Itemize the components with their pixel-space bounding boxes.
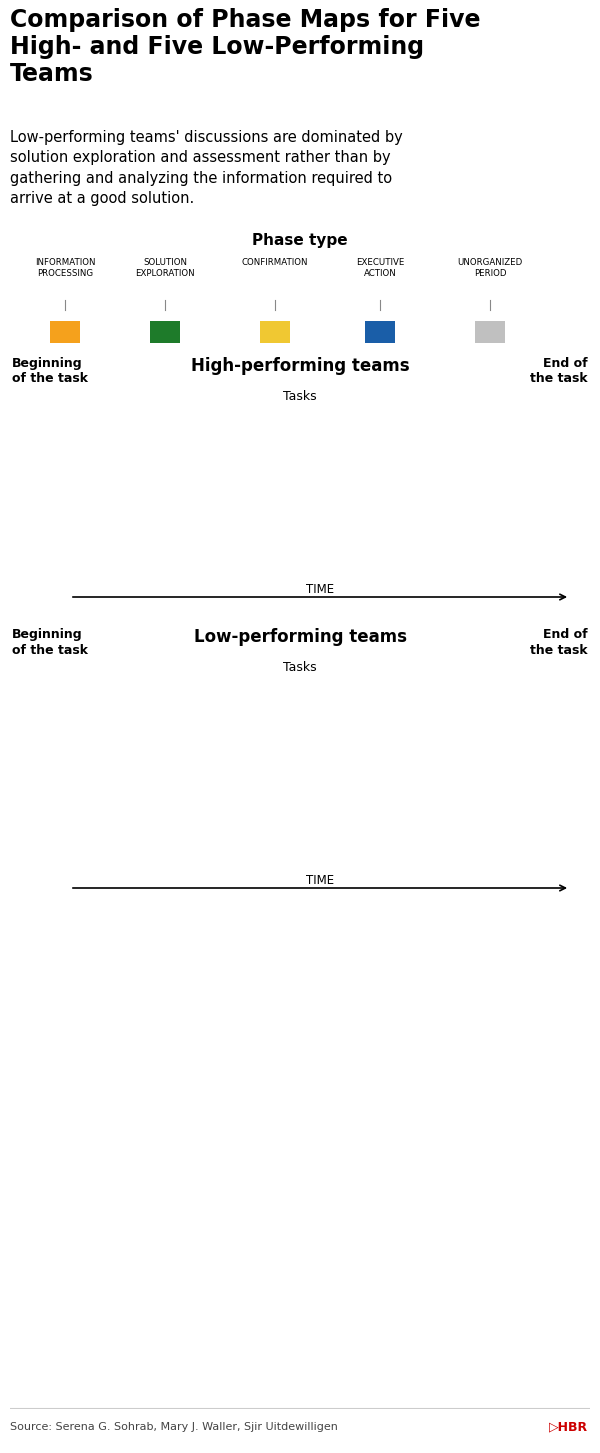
Text: INFORMATION
PROCESSING: INFORMATION PROCESSING (35, 259, 95, 278)
Text: Low-performing teams: Low-performing teams (193, 628, 407, 647)
Text: Tasks: Tasks (283, 389, 317, 402)
Text: End of
the task: End of the task (530, 628, 588, 657)
Text: TIME: TIME (306, 875, 334, 886)
Text: Phase type: Phase type (252, 232, 348, 248)
Text: SOLUTION
EXPLORATION: SOLUTION EXPLORATION (135, 259, 195, 278)
Text: Low-performing teams' discussions are dominated by
solution exploration and asse: Low-performing teams' discussions are do… (10, 129, 403, 206)
Text: High-performing teams: High-performing teams (191, 357, 409, 375)
Text: End of
the task: End of the task (530, 357, 588, 385)
Text: Beginning
of the task: Beginning of the task (12, 628, 88, 657)
Bar (260, 321, 290, 343)
Text: CONFIRMATION: CONFIRMATION (242, 259, 308, 267)
Text: ▷HBR: ▷HBR (549, 1421, 588, 1434)
Text: EXECUTIVE
ACTION: EXECUTIVE ACTION (356, 259, 404, 278)
Text: Beginning
of the task: Beginning of the task (12, 357, 88, 385)
Bar (150, 321, 180, 343)
Text: Tasks: Tasks (283, 661, 317, 674)
Bar (50, 321, 80, 343)
Text: Source: Serena G. Sohrab, Mary J. Waller, Sjir Uitdewilligen: Source: Serena G. Sohrab, Mary J. Waller… (10, 1422, 338, 1433)
Text: UNORGANIZED
PERIOD: UNORGANIZED PERIOD (457, 259, 523, 278)
Bar (475, 321, 505, 343)
Text: Comparison of Phase Maps for Five
High- and Five Low-Performing
Teams: Comparison of Phase Maps for Five High- … (10, 9, 481, 86)
Bar (365, 321, 395, 343)
Text: TIME: TIME (306, 583, 334, 596)
